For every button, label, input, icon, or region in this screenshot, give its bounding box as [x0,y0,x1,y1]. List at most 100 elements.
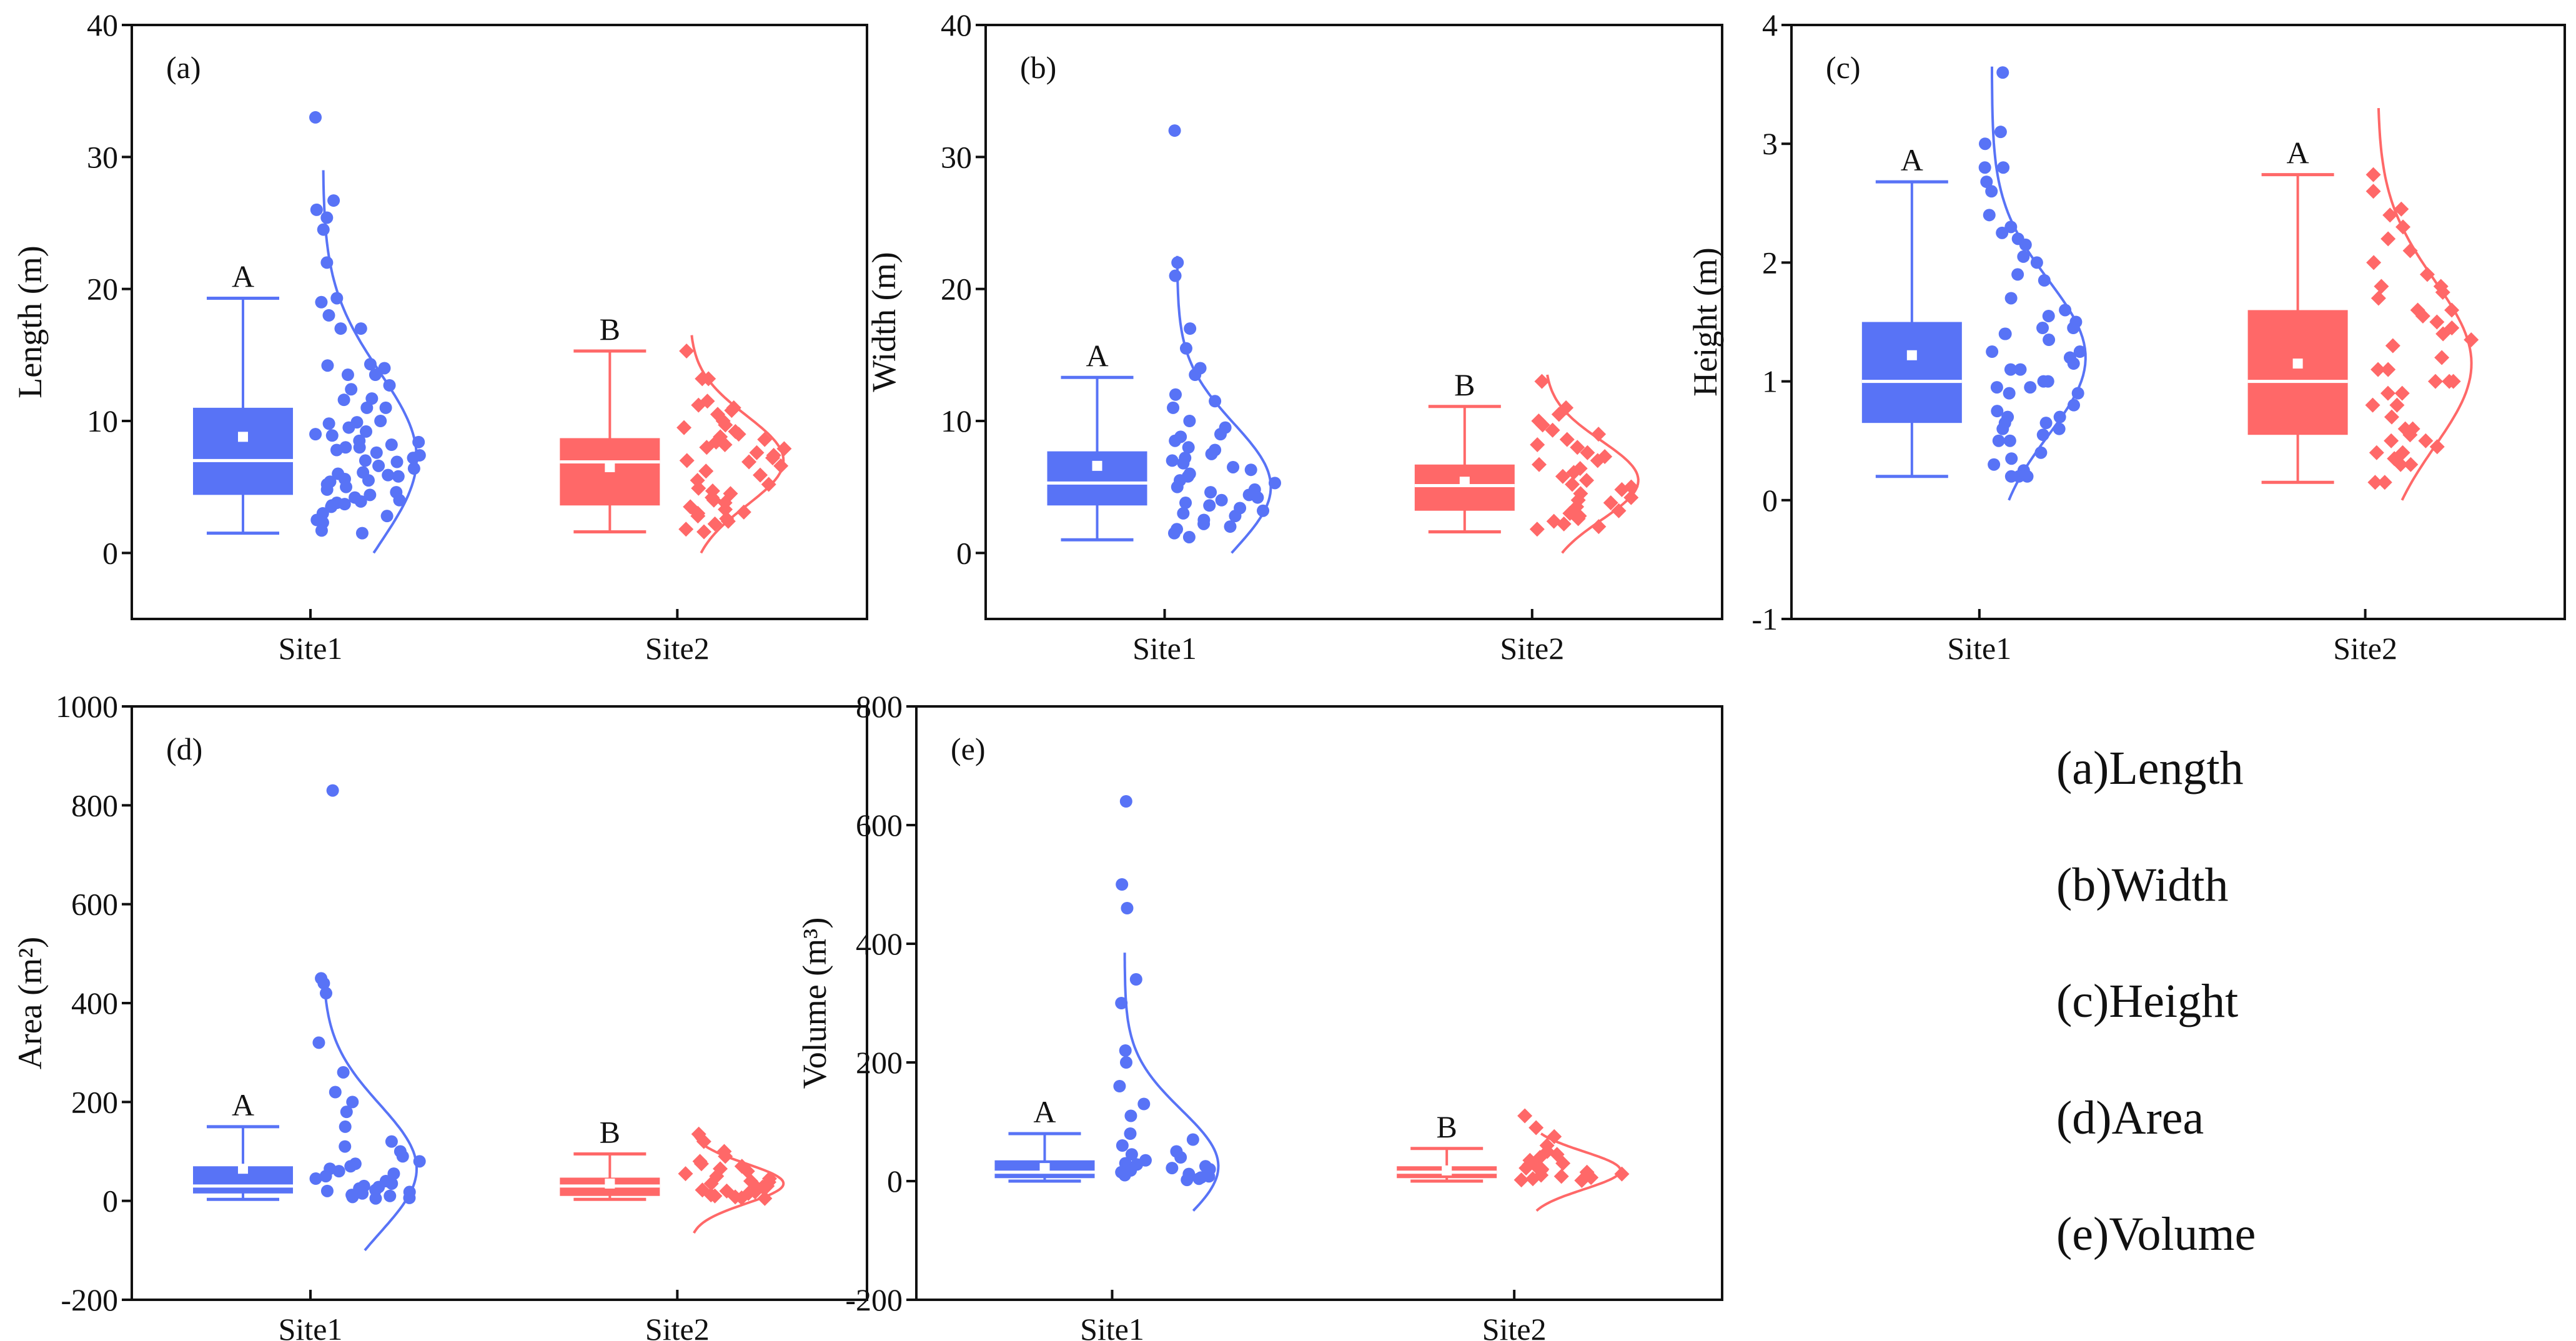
data-point [1590,453,1605,468]
data-point [332,1165,345,1178]
iqr-box [1047,451,1147,506]
data-point [1171,480,1184,493]
data-point [1168,124,1181,137]
data-point [1214,428,1227,441]
y-tick-label: 20 [941,272,972,307]
data-point [1182,441,1195,454]
distribution-curve [1123,953,1220,1212]
data-point [309,428,322,441]
data-point [2030,256,2043,269]
data-point [1169,388,1182,401]
data-point [322,417,335,430]
data-point [2005,452,2018,465]
significance-letter: A [232,259,254,294]
data-point [1268,477,1281,490]
data-point [734,1190,750,1205]
data-point [1623,490,1639,505]
data-point [412,435,425,448]
data-point [362,474,375,487]
panel-label: (b) [1020,50,1056,85]
data-point [1570,511,1586,527]
plot-frame [131,705,868,1301]
data-point [2011,268,2024,281]
iqr-box [1414,464,1515,511]
data-point [1167,401,1180,414]
data-point [2427,374,2443,389]
data-point [1532,457,1547,472]
series-site1: A [1047,124,1281,554]
data-point [2365,397,2380,413]
legend-item: (c)Height [2056,975,2238,1027]
data-point [2073,345,2086,359]
data-point [1118,1169,1131,1182]
data-point [2403,457,2419,472]
series-site2: B [560,312,792,554]
data-point [1179,342,1192,355]
significance-letter: A [1901,142,1923,177]
data-point [382,468,395,482]
y-tick-label: 200 [71,1084,118,1119]
mean-marker [605,1178,615,1189]
data-point [1224,520,1237,533]
data-point [345,383,358,396]
data-point [717,437,733,453]
data-point [679,343,695,359]
distribution-curve [693,1133,785,1234]
y-tick-label: 40 [941,7,972,42]
mean-marker [1442,1165,1452,1175]
data-point [1229,510,1242,523]
data-point [1119,795,1132,808]
data-point [2374,279,2389,294]
data-point [339,1140,352,1153]
data-point [330,443,343,457]
panel-label: (e) [951,731,986,766]
data-point [741,454,757,470]
y-tick-label: 0 [102,535,118,570]
data-point [413,1155,426,1168]
data-point [2382,207,2398,223]
data-point [2043,334,2056,347]
data-point [718,1149,733,1164]
distribution-curve [690,335,785,554]
plot-frame [984,24,1723,620]
series-site1: A [994,795,1220,1212]
data-point [1166,454,1179,467]
data-point [1547,1129,1562,1144]
y-tick-label: 20 [87,272,118,307]
y-axis-title: Length (m) [11,245,49,398]
data-point [2435,284,2450,300]
data-point [678,1166,693,1182]
data-point [2034,446,2048,459]
data-point [1137,1097,1151,1111]
data-point [359,454,372,467]
data-point [1518,1160,1534,1176]
data-point [2365,184,2381,199]
data-point [1988,458,2001,471]
mean-marker [238,432,249,442]
data-point [315,524,328,537]
series-site2: B [1414,367,1640,554]
data-point [2444,302,2460,318]
data-point [387,1167,400,1180]
data-point [378,362,391,375]
data-point [1529,522,1545,537]
data-point [1580,445,1595,460]
data-point [1545,422,1560,438]
data-point [1129,973,1142,986]
data-point [1525,1171,1540,1187]
legend-item: (d)Area [2056,1092,2204,1144]
y-tick-label: 2 [1762,245,1778,280]
data-point [2385,338,2400,354]
significance-letter: B [1454,367,1475,402]
data-point [1205,447,1218,460]
data-point [2021,470,2034,483]
data-point [1167,527,1181,540]
data-point [317,223,330,236]
data-point [757,432,773,447]
data-point [2464,332,2479,348]
data-point [339,1120,352,1133]
data-point [326,784,339,797]
data-point [360,401,374,414]
data-point [340,480,353,493]
data-point [317,977,330,990]
